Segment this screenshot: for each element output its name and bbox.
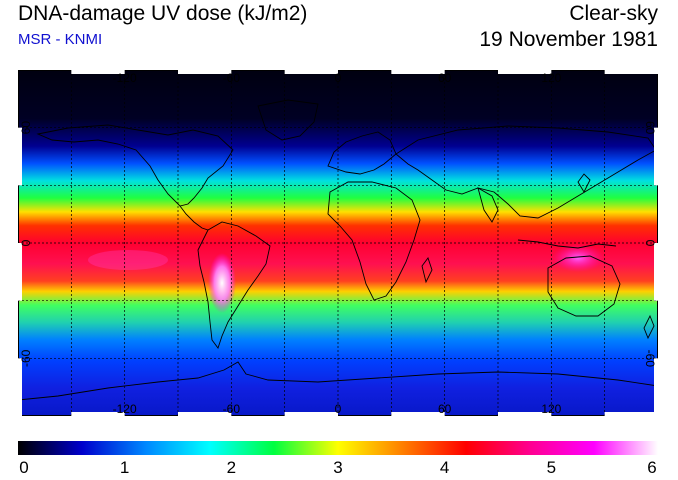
coastline-europe bbox=[327, 131, 397, 175]
coastline-north-america bbox=[36, 124, 234, 207]
lon-tick-label-bottom: 120 bbox=[541, 402, 561, 416]
graticule bbox=[18, 70, 658, 416]
lat-tick-label-right: 0 bbox=[643, 240, 657, 247]
lon-tick-label-bottom: -60 bbox=[223, 402, 241, 416]
lat-tick-label-left: -60 bbox=[19, 349, 33, 367]
lon-tick-label-top: -60 bbox=[223, 71, 241, 85]
frame-bar-right bbox=[654, 243, 658, 301]
frame-bar-left bbox=[18, 127, 22, 186]
lon-tick-label-top: 60 bbox=[438, 71, 452, 85]
coastline-antarctica bbox=[18, 361, 658, 401]
colorbar-tick-label: 6 bbox=[647, 458, 657, 477]
frame-bar-bottom bbox=[498, 412, 552, 416]
lat-tick-label-right: -60 bbox=[643, 350, 657, 368]
coastline-japan bbox=[577, 173, 591, 193]
sky-condition-label: Clear-sky bbox=[569, 2, 658, 25]
maritime-hotspot bbox=[552, 244, 604, 272]
colorbar-tick-label: 4 bbox=[439, 458, 450, 477]
lon-tick-label-bottom: 0 bbox=[335, 402, 342, 416]
coastline-asia bbox=[395, 125, 657, 219]
colorbar-tick-labels: 0 1 2 3 4 5 6 bbox=[18, 458, 658, 478]
frame-bar-top bbox=[71, 70, 125, 74]
frame-bar-top bbox=[498, 70, 552, 74]
lon-tick-label-bottom: -120 bbox=[113, 402, 137, 416]
frame-bar-left bbox=[18, 358, 22, 416]
map-date: 19 November 1981 bbox=[479, 28, 658, 51]
map-title: DNA-damage UV dose (kJ/m2) bbox=[18, 2, 308, 25]
colorbar-tick-label: 1 bbox=[119, 458, 130, 477]
colorbar-tick-label: 2 bbox=[226, 458, 237, 477]
frame-bar-bottom bbox=[284, 412, 338, 416]
frame-bar-top bbox=[284, 70, 338, 74]
frame-bar-bottom bbox=[391, 412, 445, 416]
frame-bar-right bbox=[654, 358, 658, 416]
colorbar bbox=[18, 441, 658, 455]
coastline-south-america bbox=[197, 221, 271, 349]
andes-hotspot bbox=[208, 253, 236, 313]
coastlines bbox=[18, 99, 658, 401]
data-source-label: MSR - KNMI bbox=[18, 31, 103, 48]
frame-bar-left bbox=[18, 243, 22, 301]
lat-tick-label-left: 0 bbox=[19, 239, 33, 246]
frame-scale-bars bbox=[18, 70, 658, 416]
coastline-india bbox=[477, 187, 499, 223]
axis-tick-labels: -120 -120 -60 -60 0 0 60 60 120 120 60 60 0 0 -60 -60 bbox=[19, 71, 657, 416]
coastline-indonesia bbox=[517, 239, 617, 249]
coastline-greenland bbox=[257, 99, 319, 141]
frame-bar-top bbox=[604, 70, 658, 74]
colorbar-tick-label: 5 bbox=[546, 458, 557, 477]
coastline-central-america bbox=[179, 205, 209, 231]
lon-tick-label-bottom: 60 bbox=[438, 402, 452, 416]
frame-bar-top bbox=[178, 70, 232, 74]
coastline-new-zealand bbox=[643, 314, 655, 340]
lat-tick-label-left: 60 bbox=[19, 121, 33, 135]
colorbar-tick-label: 3 bbox=[333, 458, 343, 477]
frame-bar-bottom bbox=[178, 412, 232, 416]
colorbar-tick-label: 0 bbox=[19, 458, 29, 477]
lon-tick-label-top: 120 bbox=[541, 71, 561, 85]
lon-tick-label-top: -120 bbox=[113, 71, 137, 85]
frame-bar-top bbox=[391, 70, 445, 74]
frame-bar-right bbox=[654, 127, 658, 186]
pacific-hotspot bbox=[88, 250, 168, 270]
map-canvas: -120 -120 -60 -60 0 0 60 60 120 120 60 60 0 0 -60 -60 bbox=[18, 70, 658, 416]
uv-dose-world-map: -120 -120 -60 -60 0 0 60 60 120 120 60 60 0 0 -60 -60 bbox=[18, 70, 658, 416]
coastline-africa bbox=[327, 181, 421, 301]
lon-tick-label-top: 0 bbox=[335, 71, 342, 85]
coastline-australia bbox=[547, 255, 621, 317]
lat-tick-label-right: 60 bbox=[643, 121, 657, 135]
frame-bar-bottom bbox=[604, 412, 658, 416]
frame-bar-bottom bbox=[71, 412, 125, 416]
coastline-madagascar bbox=[421, 257, 433, 284]
uv-hotspots bbox=[88, 244, 604, 313]
